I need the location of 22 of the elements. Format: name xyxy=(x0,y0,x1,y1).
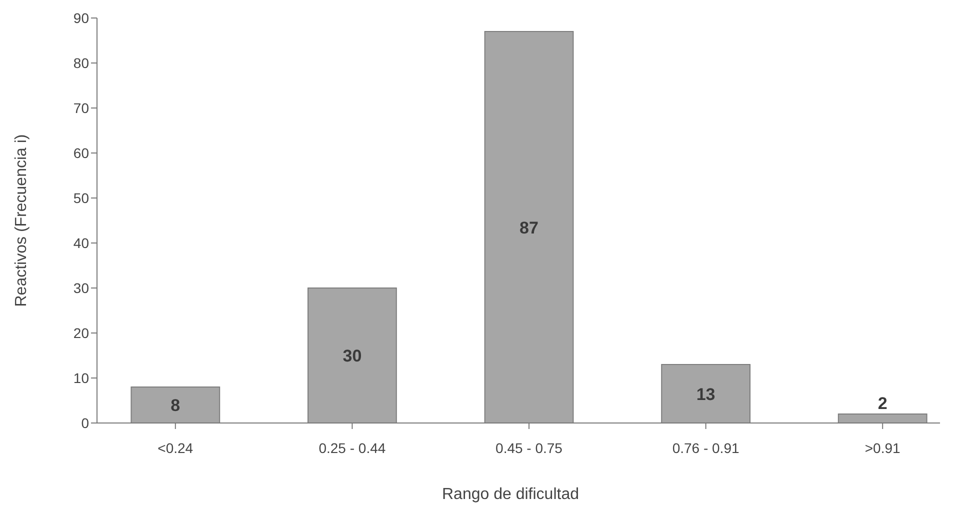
x-tick-label: 0.25 - 0.44 xyxy=(318,440,386,456)
data-label: 13 xyxy=(696,384,716,404)
y-tick-label: 10 xyxy=(73,370,90,386)
y-tick-label: 30 xyxy=(73,280,90,296)
y-axis-title: Reactivos (Frecuencia i) xyxy=(13,134,30,307)
y-tick-label: 60 xyxy=(73,145,90,161)
x-tick-label: 0.45 - 0.75 xyxy=(496,440,563,456)
data-label: 30 xyxy=(342,346,362,366)
data-label: 87 xyxy=(520,218,538,238)
x-tick-label: <0.24 xyxy=(158,440,194,456)
y-tick-label: 90 xyxy=(73,10,90,26)
y-tick-label: 40 xyxy=(73,235,90,251)
y-tick-label: 80 xyxy=(73,55,90,71)
x-axis-title: Rango de dificultad xyxy=(442,486,579,503)
data-label: 2 xyxy=(878,394,888,413)
y-tick-label: 20 xyxy=(73,325,90,341)
x-tick-label: 0.76 - 0.91 xyxy=(672,440,740,456)
y-tick-label: 0 xyxy=(81,415,90,431)
data-label: 8 xyxy=(170,396,180,415)
x-tick-label: >0.91 xyxy=(864,440,901,456)
y-tick-label: 50 xyxy=(73,190,90,206)
y-tick-label: 70 xyxy=(73,100,90,116)
